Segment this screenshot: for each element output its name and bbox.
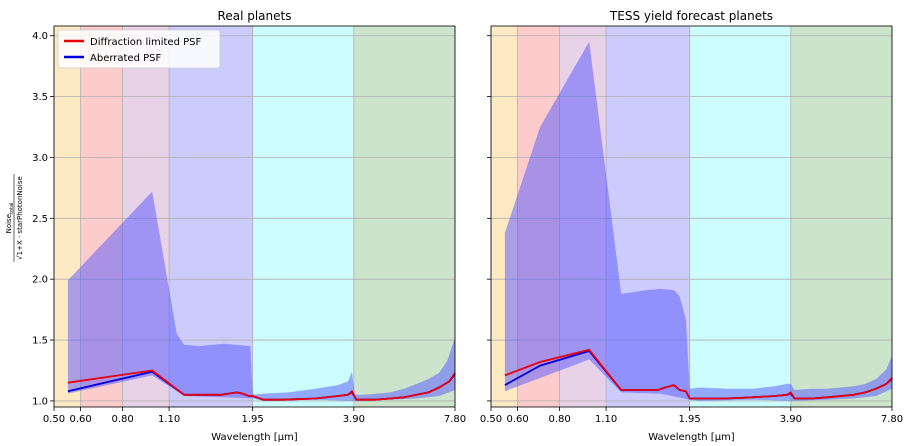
wavelength-band-4	[689, 26, 791, 407]
x-tick-label-0: 0.50	[480, 414, 502, 425]
y-axis-label-numerator: Noisetotal	[5, 203, 15, 234]
legend-box	[57, 29, 221, 69]
x-tick-label-6: 7.80	[881, 414, 903, 425]
panel-real-planets: 0.50 0.60 0.80 1.10 1.95 3.90 7.80 1.0 1.5 2.0 2.5…	[32, 9, 466, 443]
x-tick-label-0: 0.50	[43, 414, 65, 425]
y-tick-label-3: 2.5	[32, 214, 48, 225]
legend-label-0: Diffraction limited PSF	[90, 37, 201, 48]
x-tick-label-2: 0.80	[111, 414, 133, 425]
y-axis-label-denominator: √1+X · starPhotonNoise	[16, 176, 24, 260]
x-tick-label-5: 3.90	[343, 414, 365, 425]
y-tick-label-0: 1.0	[32, 396, 48, 407]
x-tick-label-4: 1.95	[242, 414, 264, 425]
x-tick-label-1: 0.60	[69, 414, 91, 425]
wavelength-band-5	[353, 26, 455, 407]
x-tick-label-5: 3.90	[780, 414, 802, 425]
legend-label-1: Aberrated PSF	[90, 53, 161, 64]
legend: Diffraction limited PSF Aberrated PSF	[57, 29, 221, 69]
x-tick-label-3: 1.10	[595, 414, 617, 425]
panel-tess-forecast-planets: 0.50 0.60 0.80 1.10 1.95 3.90 7.80 TESS yield f…	[480, 9, 903, 443]
series-line-diffraction-limited-psf	[504, 348, 893, 400]
x-axis-label: Wavelength [μm]	[211, 432, 298, 443]
y-tick-label-4: 3.0	[32, 153, 48, 164]
noise-spread-band	[67, 191, 456, 401]
chart-title: Real planets	[218, 9, 292, 23]
x-tick-label-4: 1.95	[679, 414, 701, 425]
axes-frame	[490, 25, 893, 408]
noise-spread-band	[504, 41, 892, 401]
series-line-diffraction-limited-psf	[67, 369, 456, 401]
x-axis-label: Wavelength [μm]	[648, 432, 735, 443]
axes-frame	[53, 25, 456, 408]
chart-title: TESS yield forecast planets	[609, 9, 773, 23]
x-tick-label-3: 1.10	[158, 414, 180, 425]
x-tick-label-1: 0.60	[506, 414, 528, 425]
y-axis-label: Noisetotal √1+X · starPhotonNoise	[5, 174, 24, 262]
x-tick-label-2: 0.80	[548, 414, 570, 425]
y-tick-label-6: 4.0	[32, 31, 48, 42]
wavelength-band-4	[252, 26, 354, 407]
y-tick-label-1: 1.5	[32, 336, 48, 347]
y-tick-label-2: 2.0	[32, 275, 48, 286]
y-tick-label-5: 3.5	[32, 92, 48, 103]
wavelength-band-5	[790, 26, 892, 407]
x-tick-label-6: 7.80	[444, 414, 466, 425]
